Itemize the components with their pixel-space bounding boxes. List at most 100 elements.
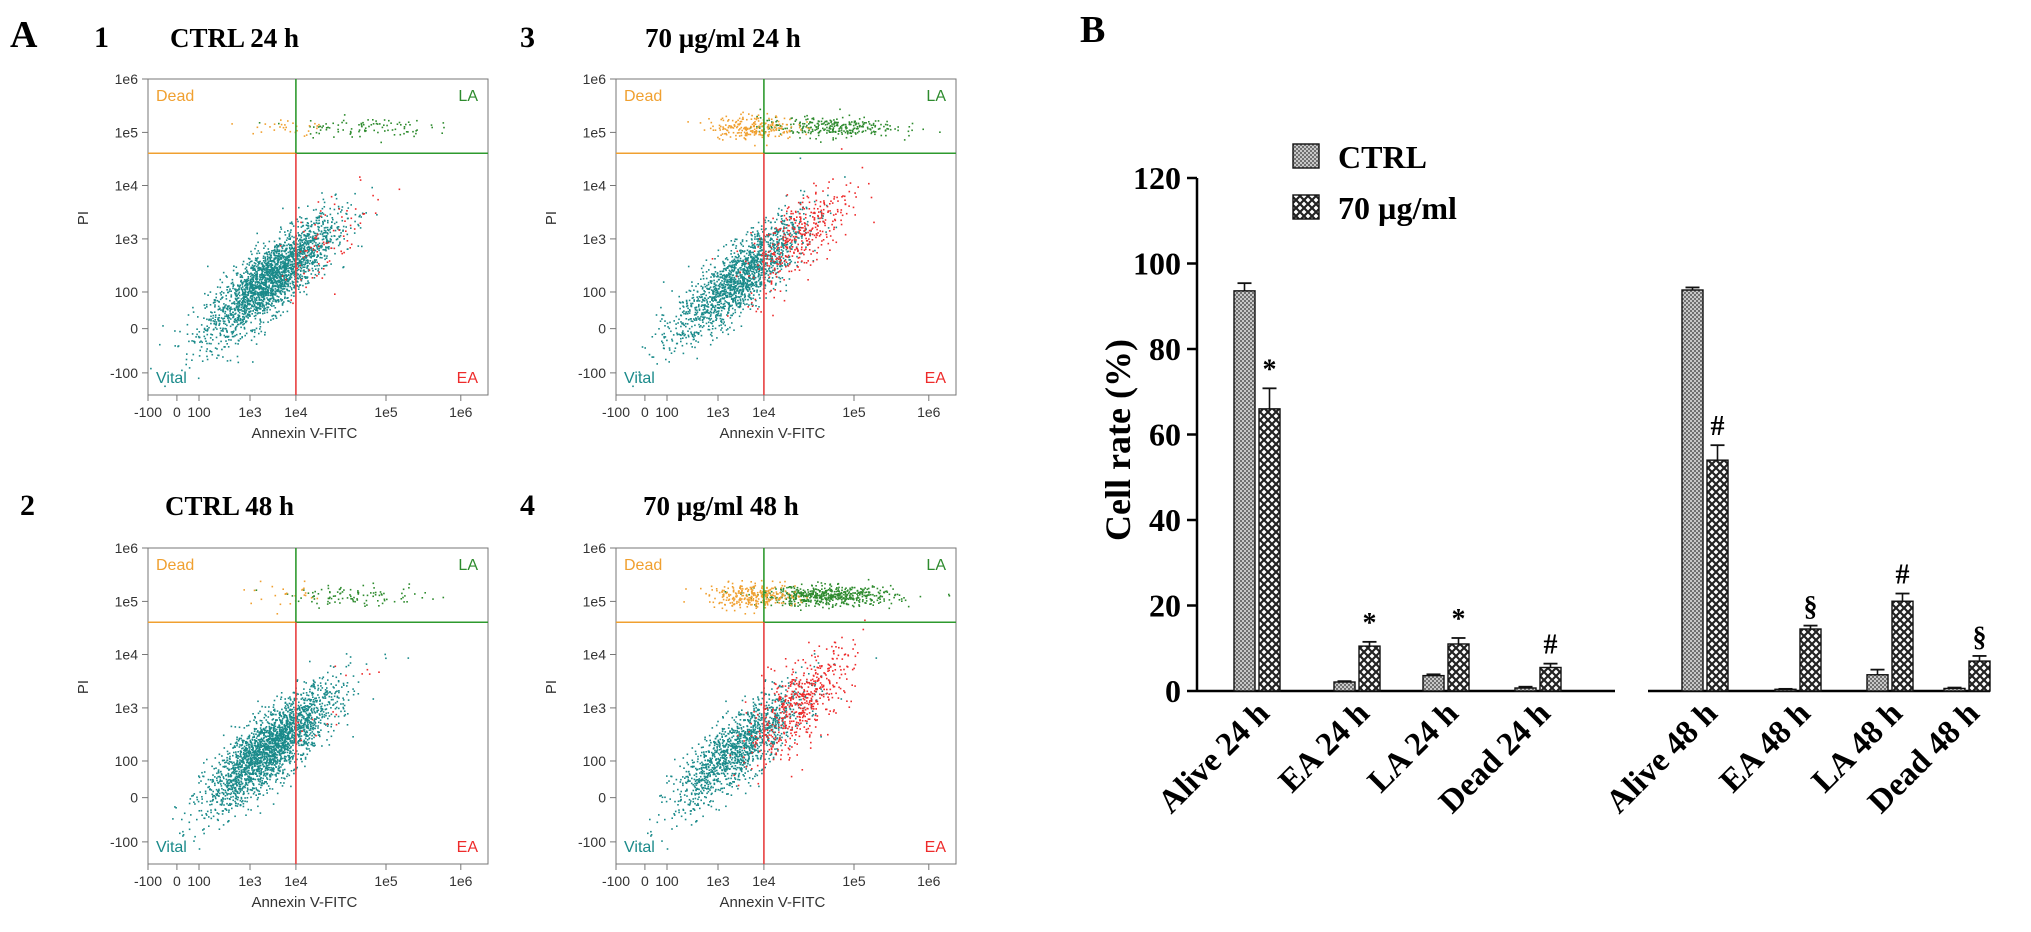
vital-event-dot [318,264,321,267]
vital-event-dot [227,820,230,822]
vital-event-dot [304,721,306,724]
vital-event-dot [244,280,247,283]
vital-event-dot [255,768,257,771]
vital-event-dot [203,335,206,338]
dead-event-dot [285,126,287,129]
vital-event-dot [228,314,230,316]
vital-event-dot [310,249,313,251]
vital-event-dot [258,299,260,301]
vital-event-dot [289,275,292,278]
vital-event-dot [296,729,298,731]
vital-event-dot [256,275,258,278]
vital-event-dot [255,758,257,761]
vital-event-dot [232,765,234,767]
vital-event-dot [300,269,302,272]
vital-event-dot [287,754,289,757]
vital-event-dot [304,733,307,735]
vital-event-dot [288,290,291,292]
vital-event-dot [249,763,252,766]
vital-event-dot [291,725,294,728]
vital-event-dot [228,757,231,760]
vital-event-dot [330,235,333,238]
vital-event-dot [308,716,310,718]
vital-event-dot [296,766,298,769]
vital-event-dot [281,299,284,301]
vital-event-dot [277,245,280,248]
vital-event-dot [264,746,267,749]
vital-event-dot [218,323,221,325]
vital-event-dot [262,242,265,245]
vital-event-dot [287,267,289,270]
vital-event-dot [251,278,253,281]
vital-event-dot [226,331,228,333]
vital-event-dot [291,288,293,291]
vital-event-dot [261,738,264,741]
vital-event-dot [259,294,261,296]
vital-event-dot [282,731,285,734]
vital-event-dot [311,250,314,252]
vital-event-dot [233,769,236,772]
vital-event-dot [236,776,239,779]
vital-event-dot [277,769,280,772]
vital-event-dot [256,731,259,733]
vital-event-dot [327,679,329,681]
vital-event-dot [244,304,246,307]
vital-event-dot [311,710,313,713]
vital-event-dot [219,292,222,294]
vital-event-dot [325,714,327,717]
vital-event-dot [203,331,205,333]
vital-event-dot [230,314,232,316]
vital-event-dot [268,275,271,277]
vital-event-dot [236,308,239,311]
vital-event-dot [297,734,300,737]
vital-event-dot [357,681,360,683]
vital-event-dot [266,721,269,723]
vital-event-dot [276,262,279,264]
vital-event-dot [278,289,280,291]
early-apoptotic-event-dot [325,242,328,244]
vital-event-dot [264,761,267,764]
vital-event-dot [307,248,309,251]
vital-event-dot [298,275,301,277]
vital-event-dot [336,695,339,698]
vital-event-dot [307,260,309,263]
vital-event-dot [349,656,352,658]
vital-event-dot [276,778,279,780]
vital-event-dot [214,782,216,785]
vital-event-dot [300,693,302,696]
vital-event-dot [271,290,274,293]
vital-event-dot [310,707,313,710]
vital-event-dot [321,709,323,712]
vital-event-dot [407,657,410,659]
vital-event-dot [291,261,294,263]
vital-event-dot [267,278,270,281]
late-apoptotic-event-dot [350,128,353,130]
vital-event-dot [300,719,303,721]
vital-event-dot [265,281,268,283]
vital-event-dot [306,753,309,756]
vital-event-dot [248,283,251,285]
vital-event-dot [273,709,275,711]
vital-event-dot [286,310,289,313]
vital-event-dot [275,713,277,716]
vital-event-dot [214,304,216,306]
vital-event-dot [248,264,250,266]
vital-event-dot [324,697,326,699]
vital-event-dot [263,773,266,776]
vital-event-dot [209,788,211,790]
early-apoptotic-event-dot [317,201,320,203]
vital-event-dot [225,298,228,300]
vital-event-dot [278,250,281,253]
vital-event-dot [280,740,282,742]
vital-event-dot [297,742,300,745]
vital-event-dot [297,268,300,271]
vital-event-dot [300,226,303,228]
vital-event-dot [322,198,325,201]
vital-event-dot [226,330,228,332]
vital-event-dot [264,279,266,281]
early-apoptotic-event-dot [359,176,361,178]
vital-event-dot [249,278,252,281]
vital-event-dot [263,298,266,301]
vital-event-dot [315,208,317,211]
vital-event-dot [272,318,275,320]
